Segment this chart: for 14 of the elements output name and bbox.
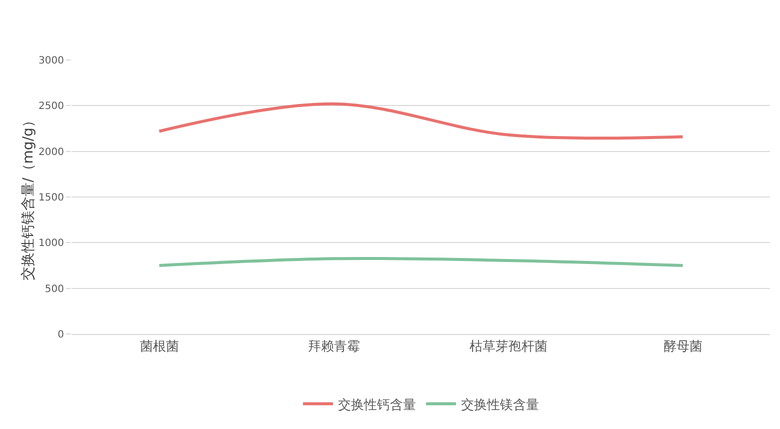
legend-label: 交换性镁含量 [461,396,539,413]
x-tick-label: 菌根菌 [140,340,179,355]
y-tick-label: 2000 [38,146,64,158]
x-tick-label: 拜赖青霉 [308,340,360,355]
y-tick-label: 3000 [38,56,64,66]
y-axis-title: 交换性钙镁含量/（mg/g） [20,114,37,280]
x-tick-label: 枯草芽孢杆菌 [469,340,548,355]
y-tick-label: 500 [44,284,64,295]
y-tick-label: 1500 [38,192,64,204]
y-tick-label: 1000 [38,238,64,250]
legend-label: 交换性钙含量 [338,396,416,413]
y-tick-label: 2500 [38,101,64,112]
y-tick-label: 0 [58,330,64,340]
x-tick-label: 酵母菌 [663,340,702,355]
